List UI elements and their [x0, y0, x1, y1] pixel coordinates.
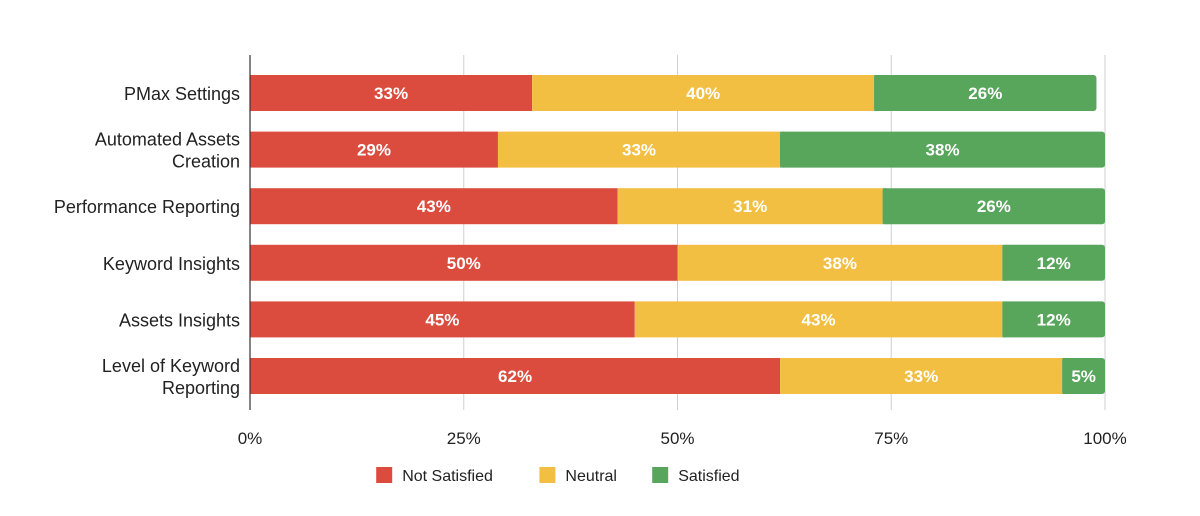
bar-segment	[497, 131, 781, 168]
bar-segment	[250, 301, 635, 338]
bar-value-label: 29%	[357, 141, 391, 160]
bar-segment	[780, 358, 1063, 394]
bar-value-label: 33%	[374, 84, 408, 103]
bar-value-label: 45%	[425, 310, 459, 329]
category-label: Assets Insights	[119, 310, 240, 330]
bar-value-label: 5%	[1071, 367, 1096, 386]
x-tick-label: 25%	[447, 429, 481, 448]
x-tick-label: 100%	[1083, 429, 1126, 448]
bar-segment-corner	[1002, 301, 1007, 338]
legend-swatch	[376, 467, 393, 483]
bar-value-label: 43%	[417, 197, 451, 216]
legend: Not Satisfied Neutral Satisfied	[376, 467, 740, 485]
legend-label: Satisfied	[678, 468, 739, 485]
bar-segment	[250, 75, 533, 111]
bar-segment-corner	[1062, 358, 1067, 394]
legend-swatch	[539, 467, 556, 483]
bar-value-label: 33%	[904, 367, 938, 386]
bar-value-label: 12%	[1037, 254, 1071, 273]
axes: 0% 25% 50% 75% 100% PMax Settings Automated As…	[54, 55, 1127, 448]
bar-value-label: 12%	[1037, 310, 1071, 329]
bar-segment	[250, 358, 781, 394]
bar-value-label: 38%	[926, 141, 960, 160]
bar-segment	[617, 188, 883, 225]
bar-segment	[634, 301, 1003, 338]
bar-value-label: 33%	[622, 141, 656, 160]
legend-label: Neutral	[565, 468, 617, 485]
bar-segment	[1002, 244, 1105, 281]
x-tick-label: 50%	[660, 429, 694, 448]
bar-value-label: 26%	[968, 84, 1002, 103]
bar-segment-corner	[780, 131, 785, 168]
bar-segment	[1002, 301, 1105, 338]
x-tick-label: 0%	[238, 429, 263, 448]
bar-segment-corner	[882, 188, 887, 225]
legend-swatch	[652, 467, 669, 483]
bar-value-label: 62%	[498, 367, 532, 386]
bar-segment	[1062, 358, 1105, 394]
bar-value-label: 26%	[977, 197, 1011, 216]
bar-segment	[677, 244, 1003, 281]
category-label: Automated Assets Creation	[95, 130, 240, 172]
category-label: Performance Reporting	[54, 197, 240, 217]
x-tick-label: 75%	[874, 429, 908, 448]
legend-label: Not Satisfied	[402, 468, 493, 485]
bar-segment-corner	[1002, 244, 1007, 281]
bar-segment	[250, 244, 678, 281]
bar-value-label: 50%	[447, 254, 481, 273]
bars: 33% 40% 26% 29% 33% 38% 43% 31% 26% 50% 38% 12% 45% 4…	[250, 75, 1105, 394]
bar-value-label: 43%	[802, 310, 836, 329]
category-label: Keyword Insights	[103, 254, 240, 274]
category-label: Level of Keyword Reporting	[102, 356, 240, 398]
bar-segment	[882, 188, 1105, 225]
bar-segment	[532, 75, 875, 111]
bar-segment	[250, 188, 618, 225]
bar-segment	[780, 131, 1105, 168]
category-label: PMax Settings	[124, 84, 240, 104]
bar-segment-corner	[874, 75, 879, 111]
gridlines	[463, 55, 1106, 410]
bar-segment	[874, 75, 1097, 111]
bar-value-label: 40%	[686, 84, 720, 103]
bar-segment	[250, 131, 498, 168]
bar-value-label: 31%	[733, 197, 767, 216]
bar-value-label: 38%	[823, 254, 857, 273]
